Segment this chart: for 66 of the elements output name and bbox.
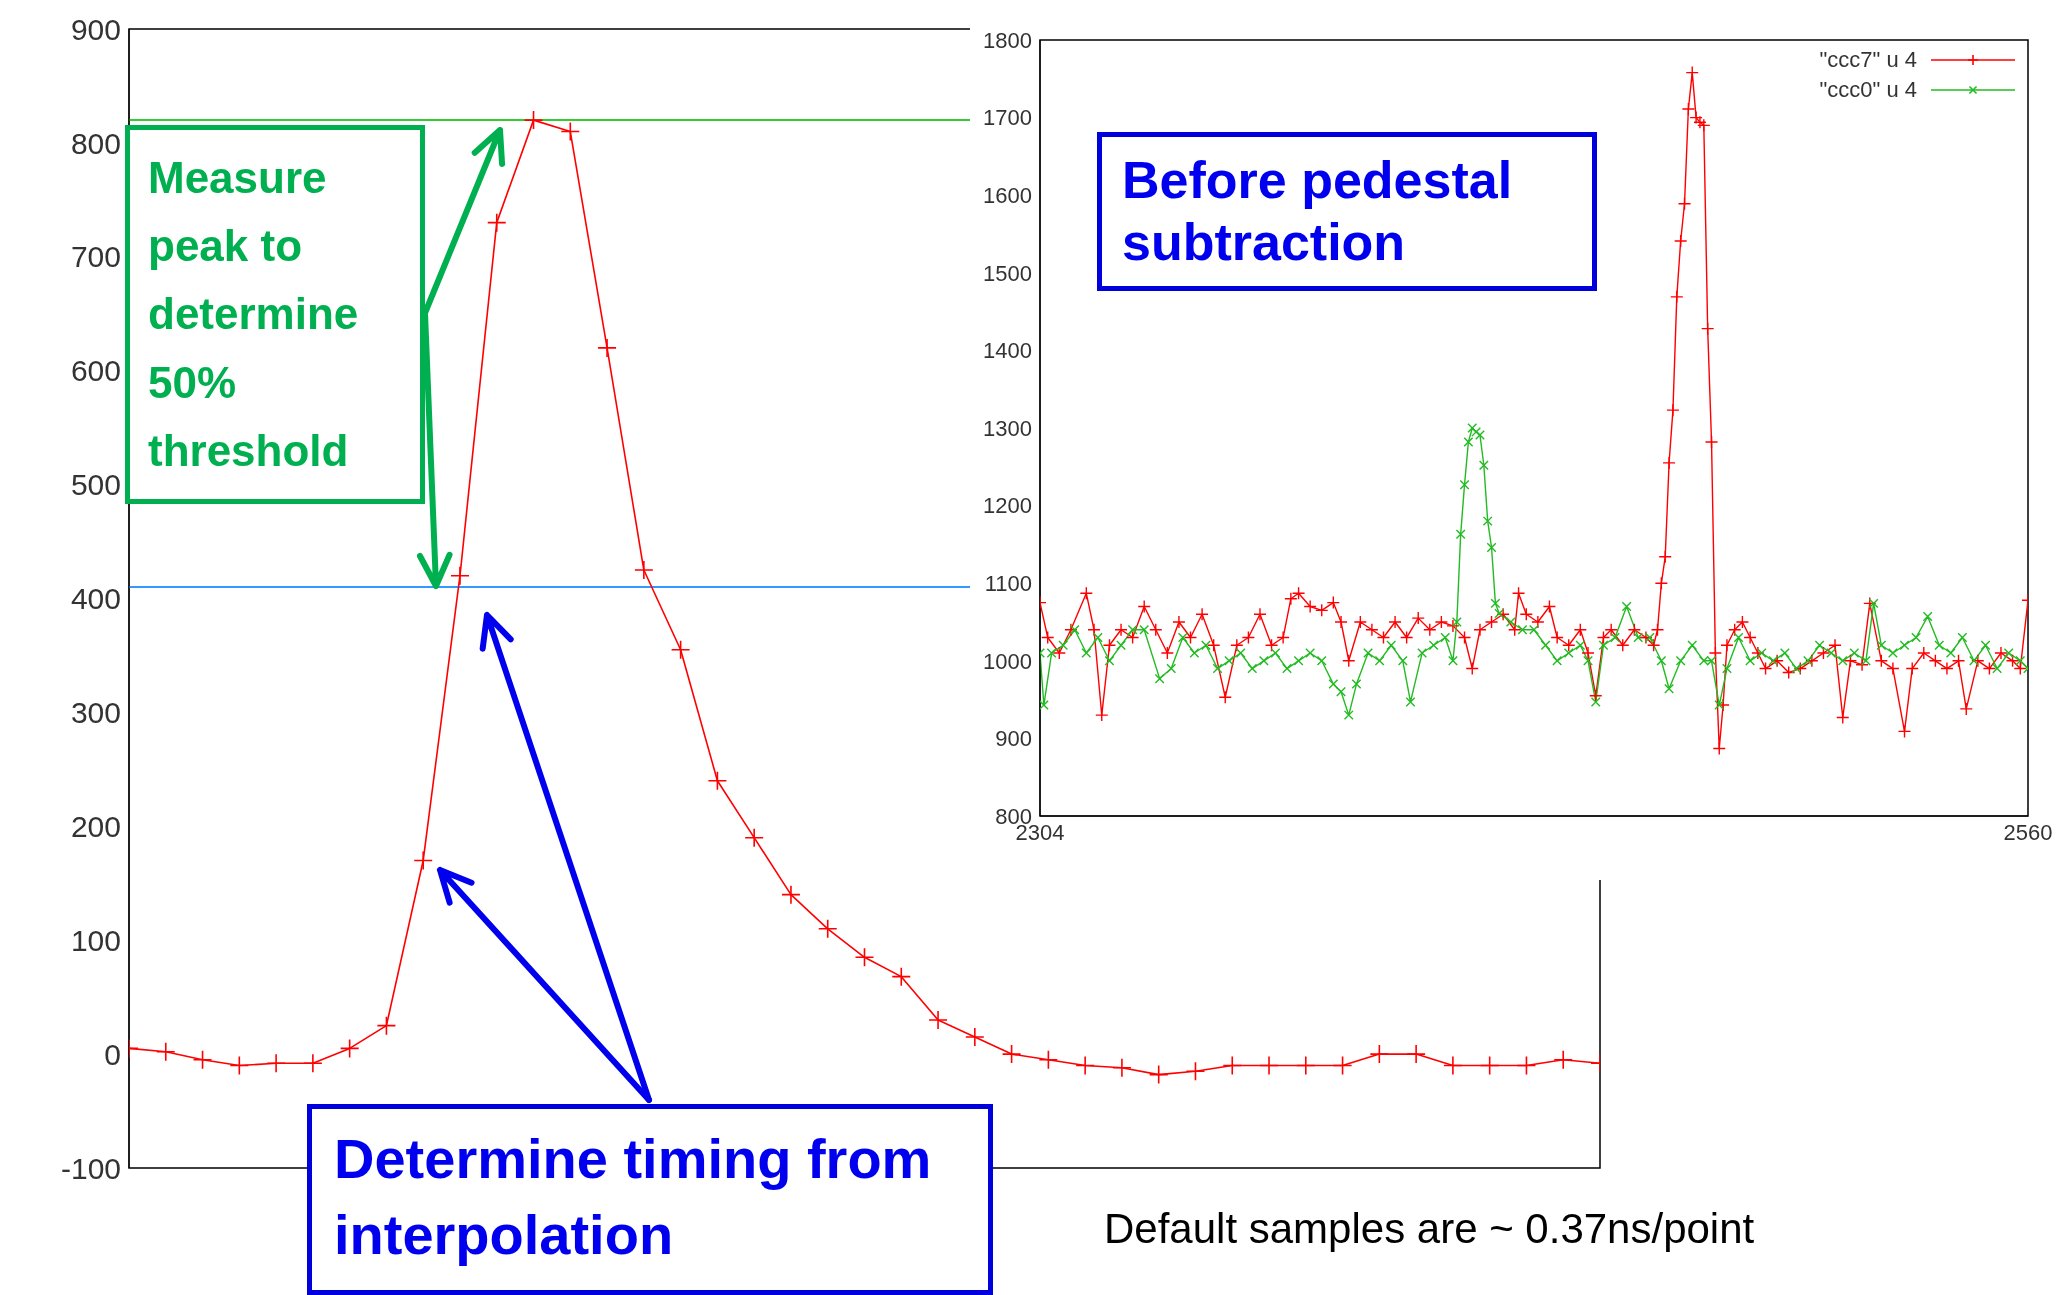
point: [155, 1042, 176, 1062]
point: [1479, 1055, 1500, 1076]
point: [1332, 1055, 1353, 1076]
y-tick-label: 1100: [984, 571, 1032, 597]
y-tick-label: 0: [104, 1037, 121, 1071]
point: [560, 121, 581, 142]
legend-label: "ccc7" u 4: [1819, 47, 1917, 73]
point: [817, 919, 838, 939]
point: [523, 110, 544, 130]
x-tick-label: 2560: [2003, 819, 2053, 845]
annotation: Before pedestal subtraction: [1097, 132, 1597, 291]
annotation: Measure peak to determine 50% threshold: [125, 125, 425, 504]
y-tick-label: 1000: [983, 648, 1032, 674]
y-tick-label: 300: [70, 696, 121, 730]
point: [1001, 1044, 1022, 1064]
point: [744, 827, 764, 848]
y-tick-label: 400: [70, 582, 121, 616]
point: [965, 1027, 985, 1047]
point: [1075, 1055, 1095, 1076]
point: [928, 1010, 948, 1030]
point: [1443, 1055, 1463, 1076]
point: [891, 966, 912, 987]
point: [413, 850, 433, 871]
y-tick-label: 1400: [983, 338, 1032, 364]
y-tick-label: 700: [70, 240, 121, 274]
y-tick-label: 100: [70, 923, 121, 957]
legend-label: "ccc0" u 4: [1819, 77, 1917, 103]
point: [1112, 1057, 1132, 1078]
y-tick-label: 900: [995, 726, 1032, 752]
y-tick-label: 1200: [983, 493, 1032, 519]
y-tick-label: 500: [70, 468, 121, 502]
y-tick-label: 800: [70, 126, 121, 160]
point: [1222, 1055, 1243, 1076]
annotation: Determine timing from interpolation: [307, 1104, 993, 1295]
point: [854, 947, 875, 968]
y-tick-label: 1500: [983, 260, 1032, 286]
y-tick-label: 600: [70, 354, 121, 388]
point: [229, 1055, 250, 1076]
point: [1148, 1064, 1169, 1085]
point: [450, 565, 470, 586]
point: [1038, 1050, 1059, 1070]
point: [1369, 1044, 1390, 1064]
y-tick-label: 900: [70, 12, 121, 46]
point: [670, 639, 691, 660]
point: [486, 212, 507, 233]
y-tick-label: 1600: [983, 183, 1032, 209]
y-tick-label: -100: [60, 1151, 121, 1185]
point: [192, 1050, 213, 1070]
point: [376, 1015, 397, 1036]
point: [634, 560, 654, 580]
point: [1259, 1055, 1279, 1076]
point: [781, 884, 801, 905]
point: [339, 1038, 360, 1059]
point: [1516, 1055, 1537, 1076]
y-tick-label: 1800: [983, 27, 1032, 53]
point: [1406, 1044, 1426, 1064]
text: Default samples are ~ 0.37ns/point: [1104, 1205, 1755, 1253]
y-tick-label: 1300: [983, 415, 1032, 441]
point: [1553, 1050, 1574, 1070]
y-tick-label: 200: [70, 809, 121, 843]
point: [707, 770, 728, 791]
y-tick-label: 1700: [983, 105, 1032, 131]
point: [303, 1053, 323, 1074]
point: [1296, 1055, 1316, 1076]
point: [1185, 1061, 1206, 1081]
point: [597, 338, 617, 358]
